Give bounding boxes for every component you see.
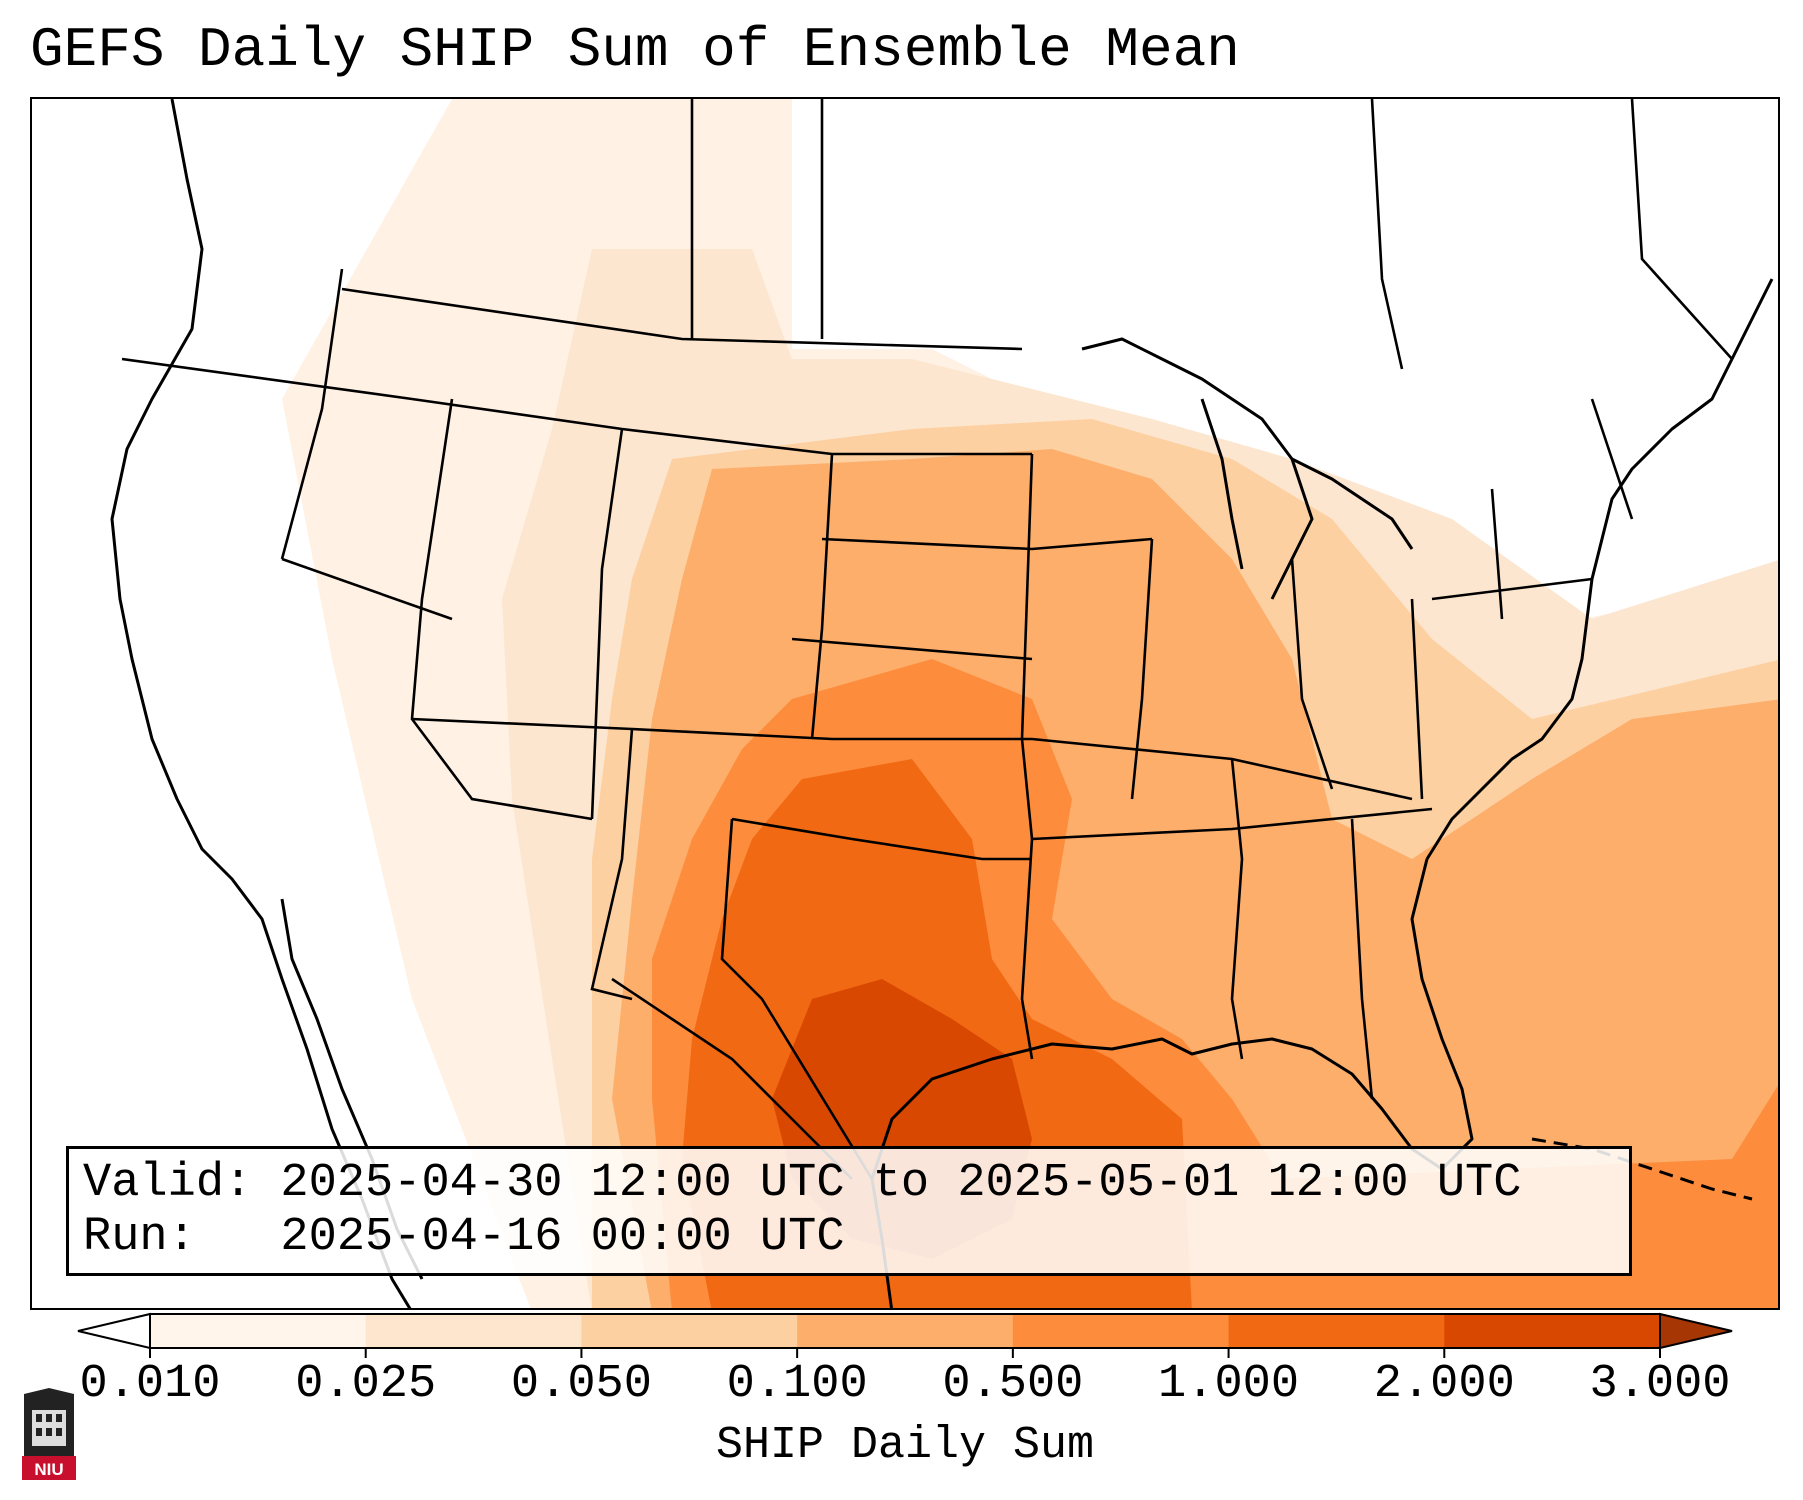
valid-run-info-box: Valid: 2025-04-30 12:00 UTC to 2025-05-0… [66,1146,1632,1276]
colorbar-tick-label: 0.025 [295,1358,437,1411]
field-shading [282,99,1778,1308]
colorbar-segment [797,1314,1014,1348]
colorbar-extend-high [1659,1312,1733,1350]
colorbar-segment [581,1314,798,1348]
colorbar-segment [1228,1314,1445,1348]
colorbar-segment [365,1314,582,1348]
colorbar-segment [150,1314,367,1348]
valid-time-text: Valid: 2025-04-30 12:00 UTC to 2025-05-0… [83,1157,1522,1210]
colorbar-tick-label: 0.500 [942,1358,1084,1411]
map-panel [30,97,1780,1310]
state-border-lines [121,99,1733,1180]
colorbar-tick-label: 2.000 [1373,1358,1515,1411]
niu-logo: NIU [22,1388,76,1480]
colorbar [77,1312,1733,1358]
colorbar-segment [1444,1314,1661,1348]
colorbar-tick-label: 3.000 [1589,1358,1731,1411]
colorbar-tick-label: 0.100 [726,1358,868,1411]
run-time-text: Run: 2025-04-16 00:00 UTC [83,1211,845,1264]
colorbar-tick-label: 0.010 [79,1358,221,1411]
map-canvas [110,99,1778,1308]
map-title: GEFS Daily SHIP Sum of Ensemble Mean [30,18,1240,82]
colorbar-label: SHIP Daily Sum [715,1420,1095,1471]
colorbar-tick-label: 0.050 [510,1358,652,1411]
colorbar-tick-label: 1.000 [1158,1358,1300,1411]
colorbar-extend-low [77,1312,151,1350]
svg-text:NIU: NIU [34,1460,63,1479]
colorbar-segment [1012,1314,1230,1348]
